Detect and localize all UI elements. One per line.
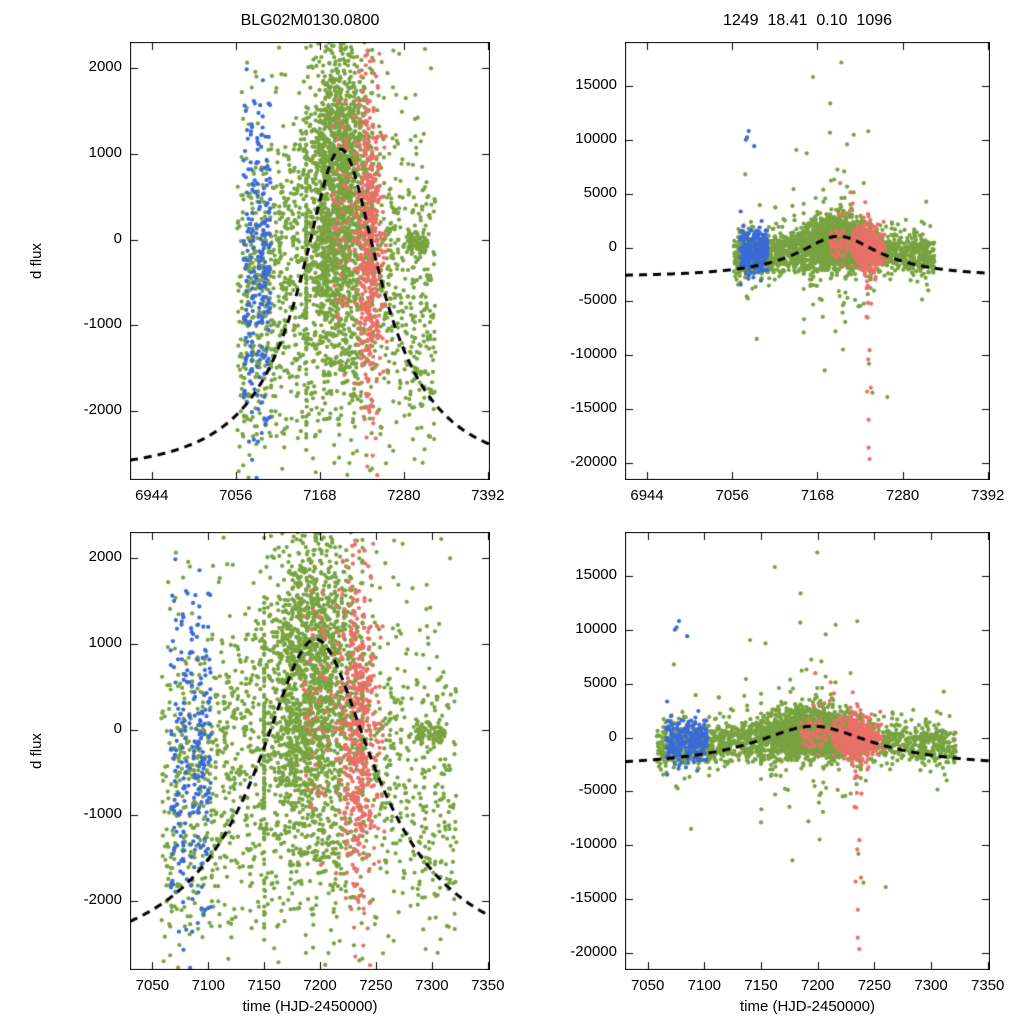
plot-canvas-bottom-right bbox=[625, 532, 990, 970]
y-tick-label: -1000 bbox=[83, 805, 122, 823]
x-tick-label: 7250 bbox=[359, 977, 393, 994]
x-tick-label: 7056 bbox=[219, 487, 253, 504]
x-tick-label: 7280 bbox=[885, 487, 920, 504]
y-tick-label: -15000 bbox=[570, 888, 617, 906]
x-tick-label: 7392 bbox=[971, 487, 1005, 504]
x-tick-label: 7168 bbox=[800, 487, 835, 504]
y-tick-label: 2000 bbox=[88, 547, 122, 565]
y-tick-label: -10000 bbox=[570, 835, 617, 853]
plot-canvas-bottom-left bbox=[130, 532, 490, 970]
y-tick-label: 5000 bbox=[583, 673, 617, 691]
y-tick-label: 10000 bbox=[575, 619, 617, 637]
x-tick-label: 7300 bbox=[914, 977, 948, 994]
x-tick-label: 7050 bbox=[135, 977, 170, 994]
plot-canvas-top-left bbox=[130, 42, 490, 480]
y-tick-label: 0 bbox=[113, 229, 122, 247]
panel-title-left: BLG02M0130.0800 bbox=[240, 12, 380, 29]
panel-title-right: 1249 18.41 0.10 1096 bbox=[722, 12, 893, 29]
y-tick-label: 10000 bbox=[575, 129, 617, 147]
y-tick-label: 1000 bbox=[88, 143, 122, 161]
x-tick-label: 7050 bbox=[630, 977, 665, 994]
y-tick-label: 0 bbox=[113, 719, 122, 737]
y-tick-label: 0 bbox=[608, 237, 617, 255]
y-tick-label: 5000 bbox=[583, 183, 617, 201]
y-tick-label: -10000 bbox=[570, 345, 617, 363]
x-tick-label: 7300 bbox=[415, 977, 449, 994]
x-axis-label-right: time (HJD-2450000) bbox=[739, 998, 876, 1015]
y-tick-label: -2000 bbox=[83, 401, 122, 419]
plot-canvas-top-right bbox=[625, 42, 990, 480]
x-tick-label: 7350 bbox=[971, 977, 1005, 994]
x-tick-label: 7168 bbox=[303, 487, 337, 504]
y-tick-label: -2000 bbox=[83, 891, 122, 909]
y-tick-label: 0 bbox=[608, 727, 617, 745]
x-axis-label-left: time (HJD-2450000) bbox=[242, 998, 378, 1015]
y-tick-label: -15000 bbox=[570, 398, 617, 416]
x-tick-label: 7280 bbox=[387, 487, 421, 504]
x-tick-label: 7150 bbox=[744, 977, 778, 994]
x-tick-label: 7100 bbox=[687, 977, 722, 994]
x-tick-label: 7250 bbox=[857, 977, 892, 994]
x-tick-label: 7200 bbox=[303, 977, 337, 994]
y-tick-label: -20000 bbox=[570, 452, 617, 470]
y-tick-label: 15000 bbox=[575, 76, 617, 94]
x-tick-label: 7150 bbox=[247, 977, 281, 994]
y-tick-label: -5000 bbox=[578, 291, 617, 309]
y-axis-label-top: d flux bbox=[28, 243, 45, 279]
y-tick-label: 1000 bbox=[88, 633, 122, 651]
x-tick-label: 6944 bbox=[630, 487, 664, 504]
y-tick-label: -5000 bbox=[578, 781, 617, 799]
y-tick-label: 15000 bbox=[575, 566, 617, 584]
x-tick-label: 6944 bbox=[135, 487, 169, 504]
x-tick-label: 7100 bbox=[191, 977, 225, 994]
y-tick-label: -20000 bbox=[570, 942, 617, 960]
x-tick-label: 7056 bbox=[715, 487, 749, 504]
y-tick-label: 2000 bbox=[88, 57, 122, 75]
y-tick-label: -1000 bbox=[83, 315, 122, 333]
x-tick-label: 7392 bbox=[471, 487, 505, 504]
x-tick-label: 7200 bbox=[801, 977, 835, 994]
y-axis-label-bottom: d flux bbox=[28, 733, 45, 769]
x-tick-label: 7350 bbox=[471, 977, 505, 994]
